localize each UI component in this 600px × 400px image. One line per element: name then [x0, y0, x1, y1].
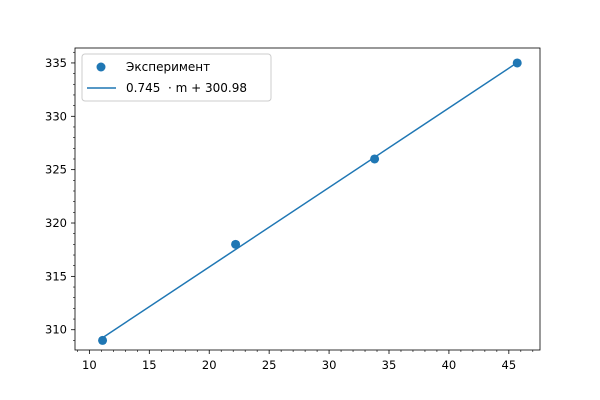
- x-tick-label: 25: [262, 358, 277, 372]
- y-axis: 310 315 320 325 330 335: [45, 56, 75, 337]
- legend-label-scatter: Эксперимент: [126, 60, 210, 74]
- legend-marker-scatter: [96, 62, 106, 72]
- data-point: [370, 154, 380, 164]
- plot-frame: [74, 47, 541, 351]
- x-tick-label: 10: [82, 358, 97, 372]
- y-tick-label: 330: [45, 109, 67, 123]
- x-axis: 10 15 20 25 30 35 40 45: [82, 350, 516, 372]
- x-tick-label: 40: [442, 358, 457, 372]
- x-tick-label: 20: [202, 358, 217, 372]
- y-tick-label: 335: [45, 56, 67, 70]
- y-tick-label: 315: [45, 269, 67, 283]
- legend: Эксперимент 0.745 · m + 300.98: [81, 53, 272, 102]
- x-tick-label: 35: [382, 358, 397, 372]
- legend-label-line: 0.745 · m + 300.98: [126, 81, 247, 95]
- x-tick-label: 30: [322, 358, 337, 372]
- series-layer: [98, 58, 522, 345]
- x-tick-label: 15: [142, 358, 157, 372]
- y-tick-label: 310: [45, 323, 67, 337]
- data-point: [98, 335, 108, 345]
- y-tick-label: 325: [45, 163, 67, 177]
- x-tick-label: 45: [502, 358, 517, 372]
- data-point: [512, 58, 522, 68]
- y-tick-label: 320: [45, 216, 67, 230]
- legend-box: [81, 53, 272, 102]
- fit-line: [102, 62, 518, 339]
- data-point: [231, 239, 241, 249]
